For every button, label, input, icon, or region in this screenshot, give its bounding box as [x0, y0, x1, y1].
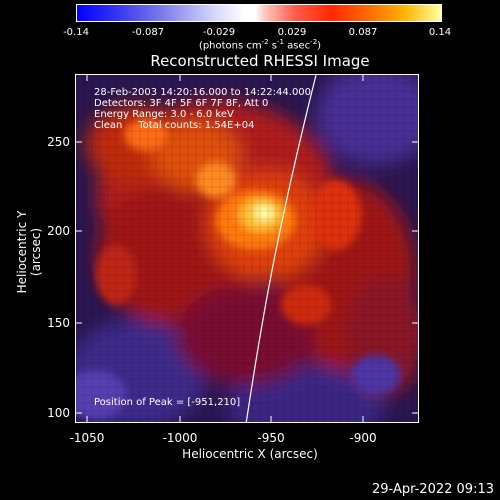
rhessi-image [75, 74, 419, 423]
y-axis-label: Heliocentric Y (arcsec) [15, 210, 43, 294]
colorbar-tick: 0.14 [428, 27, 452, 38]
x-tick: -900 [349, 431, 377, 445]
info-time: 28-Feb-2003 14:20:16.000 to 14:22:44.000 [94, 87, 312, 98]
colorbar-tick: -0.14 [63, 27, 89, 38]
colorbar-tick: -0.029 [202, 27, 236, 38]
colorbar-tick: 0.087 [348, 27, 378, 38]
y-tick: 100 [47, 406, 70, 420]
x-tick: -1000 [162, 431, 198, 445]
colorbar [76, 4, 442, 22]
x-axis-label: Heliocentric X (arcsec) [182, 447, 318, 461]
timestamp: 29-Apr-2022 09:13 [372, 482, 494, 497]
peak-position: Position of Peak = [-951,210] [94, 397, 241, 408]
y-tick: 250 [47, 135, 70, 149]
info-clean: Clean Total counts: 1.54E+04 [94, 120, 255, 131]
x-tick: -950 [257, 431, 285, 445]
plot-title: Reconstructed RHESSI Image [150, 52, 370, 70]
colorbar-units: (photons cm-2 s-1 asec-2) [198, 38, 322, 52]
info-energy: Energy Range: 3.0 - 6.0 keV [94, 109, 234, 120]
colorbar-tick: -0.087 [131, 27, 165, 38]
y-tick: 200 [47, 224, 70, 238]
y-tick: 150 [47, 316, 70, 330]
info-detectors: Detectors: 3F 4F 5F 6F 7F 8F, Att 0 [94, 98, 269, 109]
colorbar-tick: 0.029 [277, 27, 307, 38]
image-map [76, 75, 418, 422]
x-tick: -1050 [69, 431, 105, 445]
limb-line [245, 75, 317, 422]
